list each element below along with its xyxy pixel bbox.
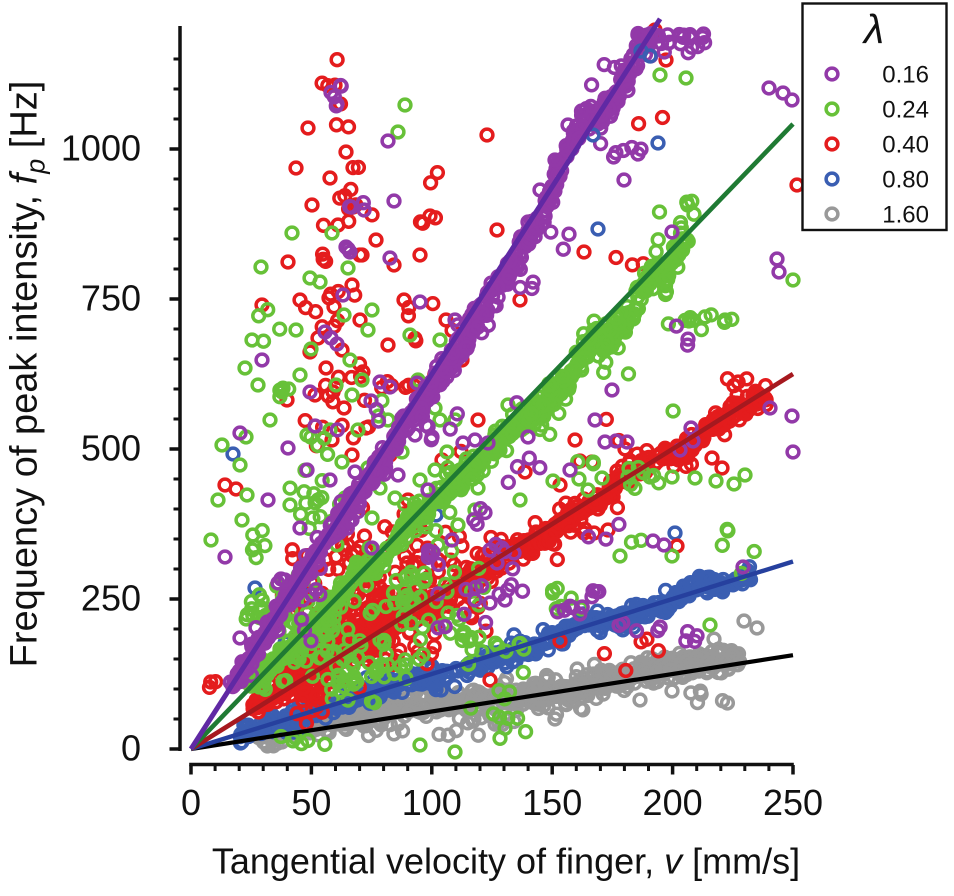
svg-text:500: 500 bbox=[81, 428, 141, 469]
svg-text:250: 250 bbox=[81, 578, 141, 619]
svg-text:1000: 1000 bbox=[61, 128, 141, 169]
svg-text:250: 250 bbox=[763, 782, 823, 823]
svg-text:200: 200 bbox=[643, 782, 703, 823]
svg-text:100: 100 bbox=[402, 782, 462, 823]
svg-text:λ: λ bbox=[862, 6, 884, 52]
svg-text:0.24: 0.24 bbox=[882, 97, 929, 124]
svg-text:0: 0 bbox=[181, 782, 201, 823]
svg-text:1.60: 1.60 bbox=[882, 202, 929, 229]
svg-text:0.16: 0.16 bbox=[882, 62, 929, 89]
svg-text:0: 0 bbox=[121, 728, 141, 769]
svg-text:0.80: 0.80 bbox=[882, 167, 929, 194]
svg-text:Tangential velocity of finger,: Tangential velocity of finger, v [mm/s] bbox=[212, 841, 800, 882]
svg-text:Frequency of peak intensity, f: Frequency of peak intensity, fp [Hz] bbox=[4, 81, 51, 668]
svg-text:150: 150 bbox=[522, 782, 582, 823]
svg-text:750: 750 bbox=[81, 278, 141, 319]
svg-text:50: 50 bbox=[291, 782, 331, 823]
svg-text:0.40: 0.40 bbox=[882, 132, 929, 159]
